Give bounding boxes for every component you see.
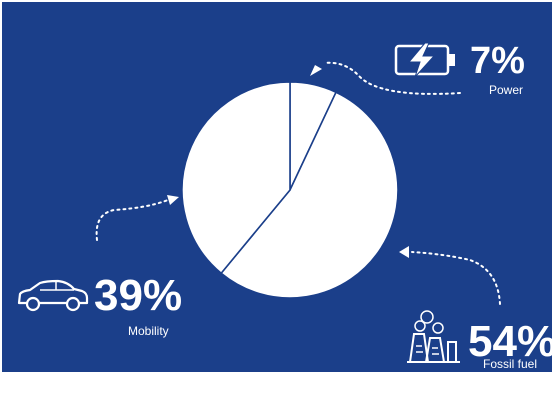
pie-slice-fossil-fuel [220, 91, 399, 299]
power-category-label: Power [489, 83, 524, 97]
pie-chart [95, 61, 501, 305]
fossil-fuel-arrowhead [399, 246, 409, 258]
chart-panel: 7% Power 54% Fossil fuel 39% Mobility [2, 2, 552, 372]
mobility-category-label: Mobility [128, 324, 169, 338]
fossil-fuel-percent-label: 54% [468, 317, 552, 366]
pie-slices [181, 81, 399, 299]
fossil-fuel-pointer-arrow [411, 251, 501, 305]
fossil-fuel-category-label: Fossil fuel [483, 357, 538, 371]
mobility-arrowhead [167, 195, 179, 205]
pie-slice-mobility [181, 81, 291, 275]
car-icon [17, 279, 89, 312]
power-arrowhead [310, 65, 322, 76]
mobility-pointer-arrow [95, 199, 169, 241]
mobility-percent-label: 39% [94, 271, 183, 320]
power-percent-label: 7% [470, 40, 525, 82]
factory-icon [407, 310, 460, 363]
pointer-arrows [95, 61, 501, 305]
battery-charging-icon [394, 42, 455, 78]
power-pointer-arrow [323, 61, 461, 95]
